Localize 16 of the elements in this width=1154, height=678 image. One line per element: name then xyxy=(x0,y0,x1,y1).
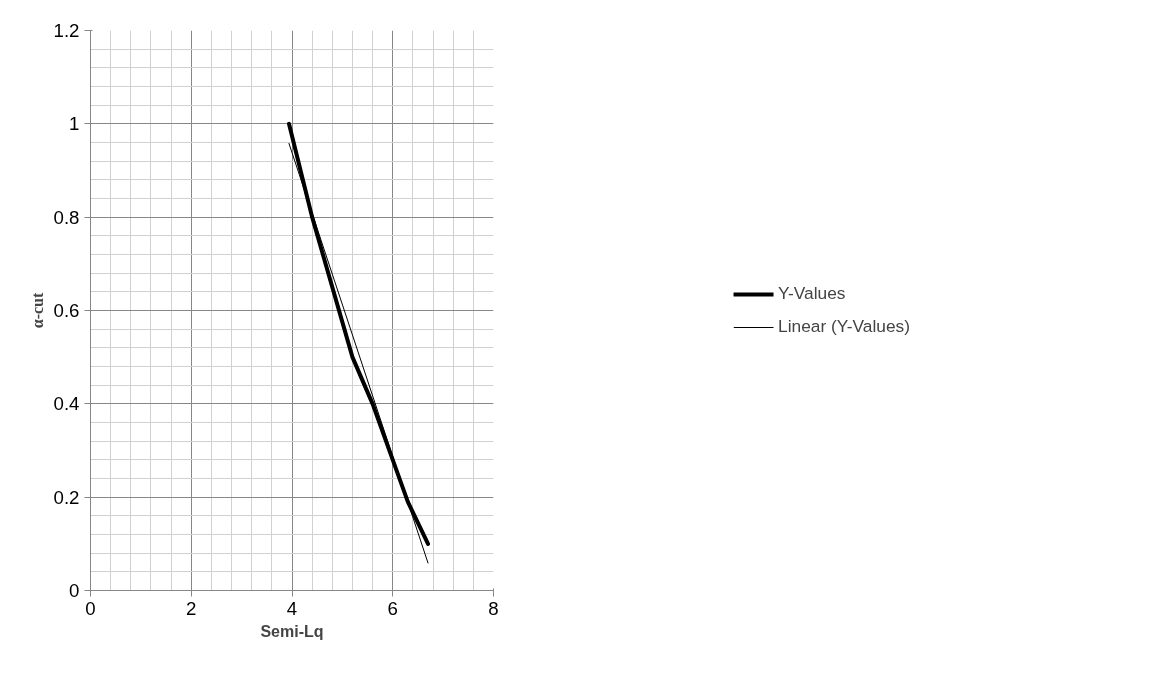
y-tick-label: 0.2 xyxy=(53,486,80,508)
y-tick-label: 0.8 xyxy=(53,206,80,228)
y-axis-title: α-cut xyxy=(28,292,46,329)
y-tick-label: 0.4 xyxy=(53,393,80,415)
y-tick-label: 0 xyxy=(69,580,80,601)
y-tick-label: 0.6 xyxy=(53,300,80,321)
x-tick-label: 8 xyxy=(488,597,499,619)
legend-label: Y-Values xyxy=(778,283,846,304)
x-tick-label: 6 xyxy=(387,597,398,619)
y-tick-label: 1 xyxy=(69,113,80,135)
x-tick-label: 0 xyxy=(85,597,96,619)
legend-label: Linear (Y-Values) xyxy=(778,316,910,337)
x-axis-title: Semi-Lq xyxy=(260,622,324,640)
x-tick-label: 2 xyxy=(186,597,197,619)
x-tick-label: 4 xyxy=(286,597,298,619)
y-tick-label: 1.2 xyxy=(53,20,80,41)
